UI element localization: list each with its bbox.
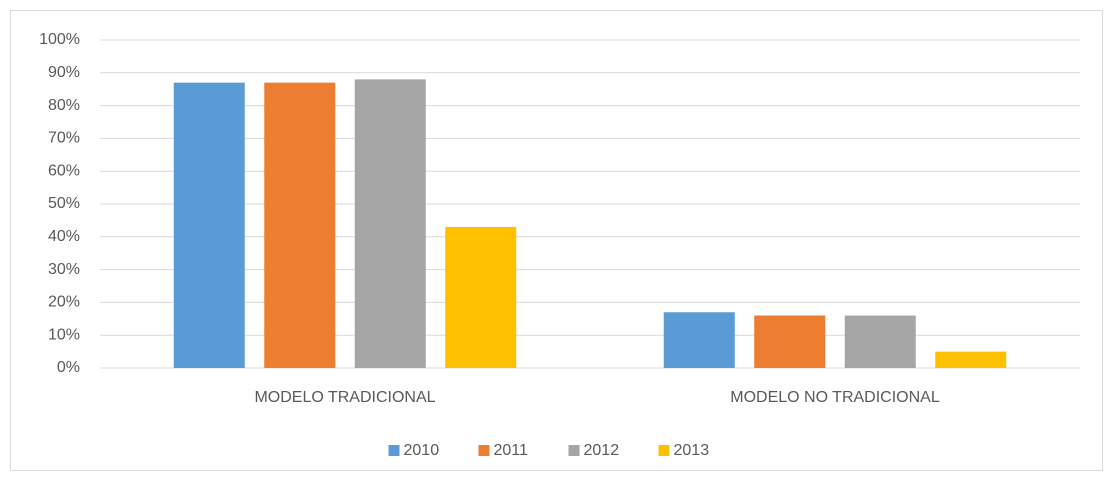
y-tick-label: 70%: [48, 130, 80, 147]
x-tick-label: MODELO TRADICIONAL: [254, 389, 435, 406]
x-tick-label: MODELO NO TRADICIONAL: [730, 389, 940, 406]
bar: [844, 315, 916, 368]
bar: [354, 79, 426, 369]
legend-swatch: [658, 445, 670, 456]
bar: [264, 82, 336, 368]
legend-swatch: [388, 445, 400, 456]
bar: [445, 226, 517, 368]
bar: [173, 82, 245, 368]
y-tick-label: 100%: [39, 31, 80, 48]
legend-swatch: [568, 445, 580, 456]
bar: [754, 315, 826, 368]
bar: [935, 351, 1007, 368]
y-tick-label: 0%: [57, 359, 80, 376]
legend-label: 2012: [584, 442, 620, 459]
y-tick-label: 50%: [48, 195, 80, 212]
y-tick-label: 10%: [48, 326, 80, 343]
legend-label: 2010: [404, 442, 440, 459]
legend-swatch: [478, 445, 490, 456]
legend-label: 2011: [494, 442, 529, 459]
y-tick-label: 60%: [48, 162, 80, 179]
y-tick-label: 30%: [48, 261, 80, 278]
legend-label: 2013: [674, 442, 710, 459]
y-tick-label: 90%: [48, 64, 80, 81]
y-tick-label: 80%: [48, 97, 80, 114]
bar: [663, 312, 735, 368]
y-tick-label: 40%: [48, 228, 80, 245]
y-tick-label: 20%: [48, 294, 80, 311]
